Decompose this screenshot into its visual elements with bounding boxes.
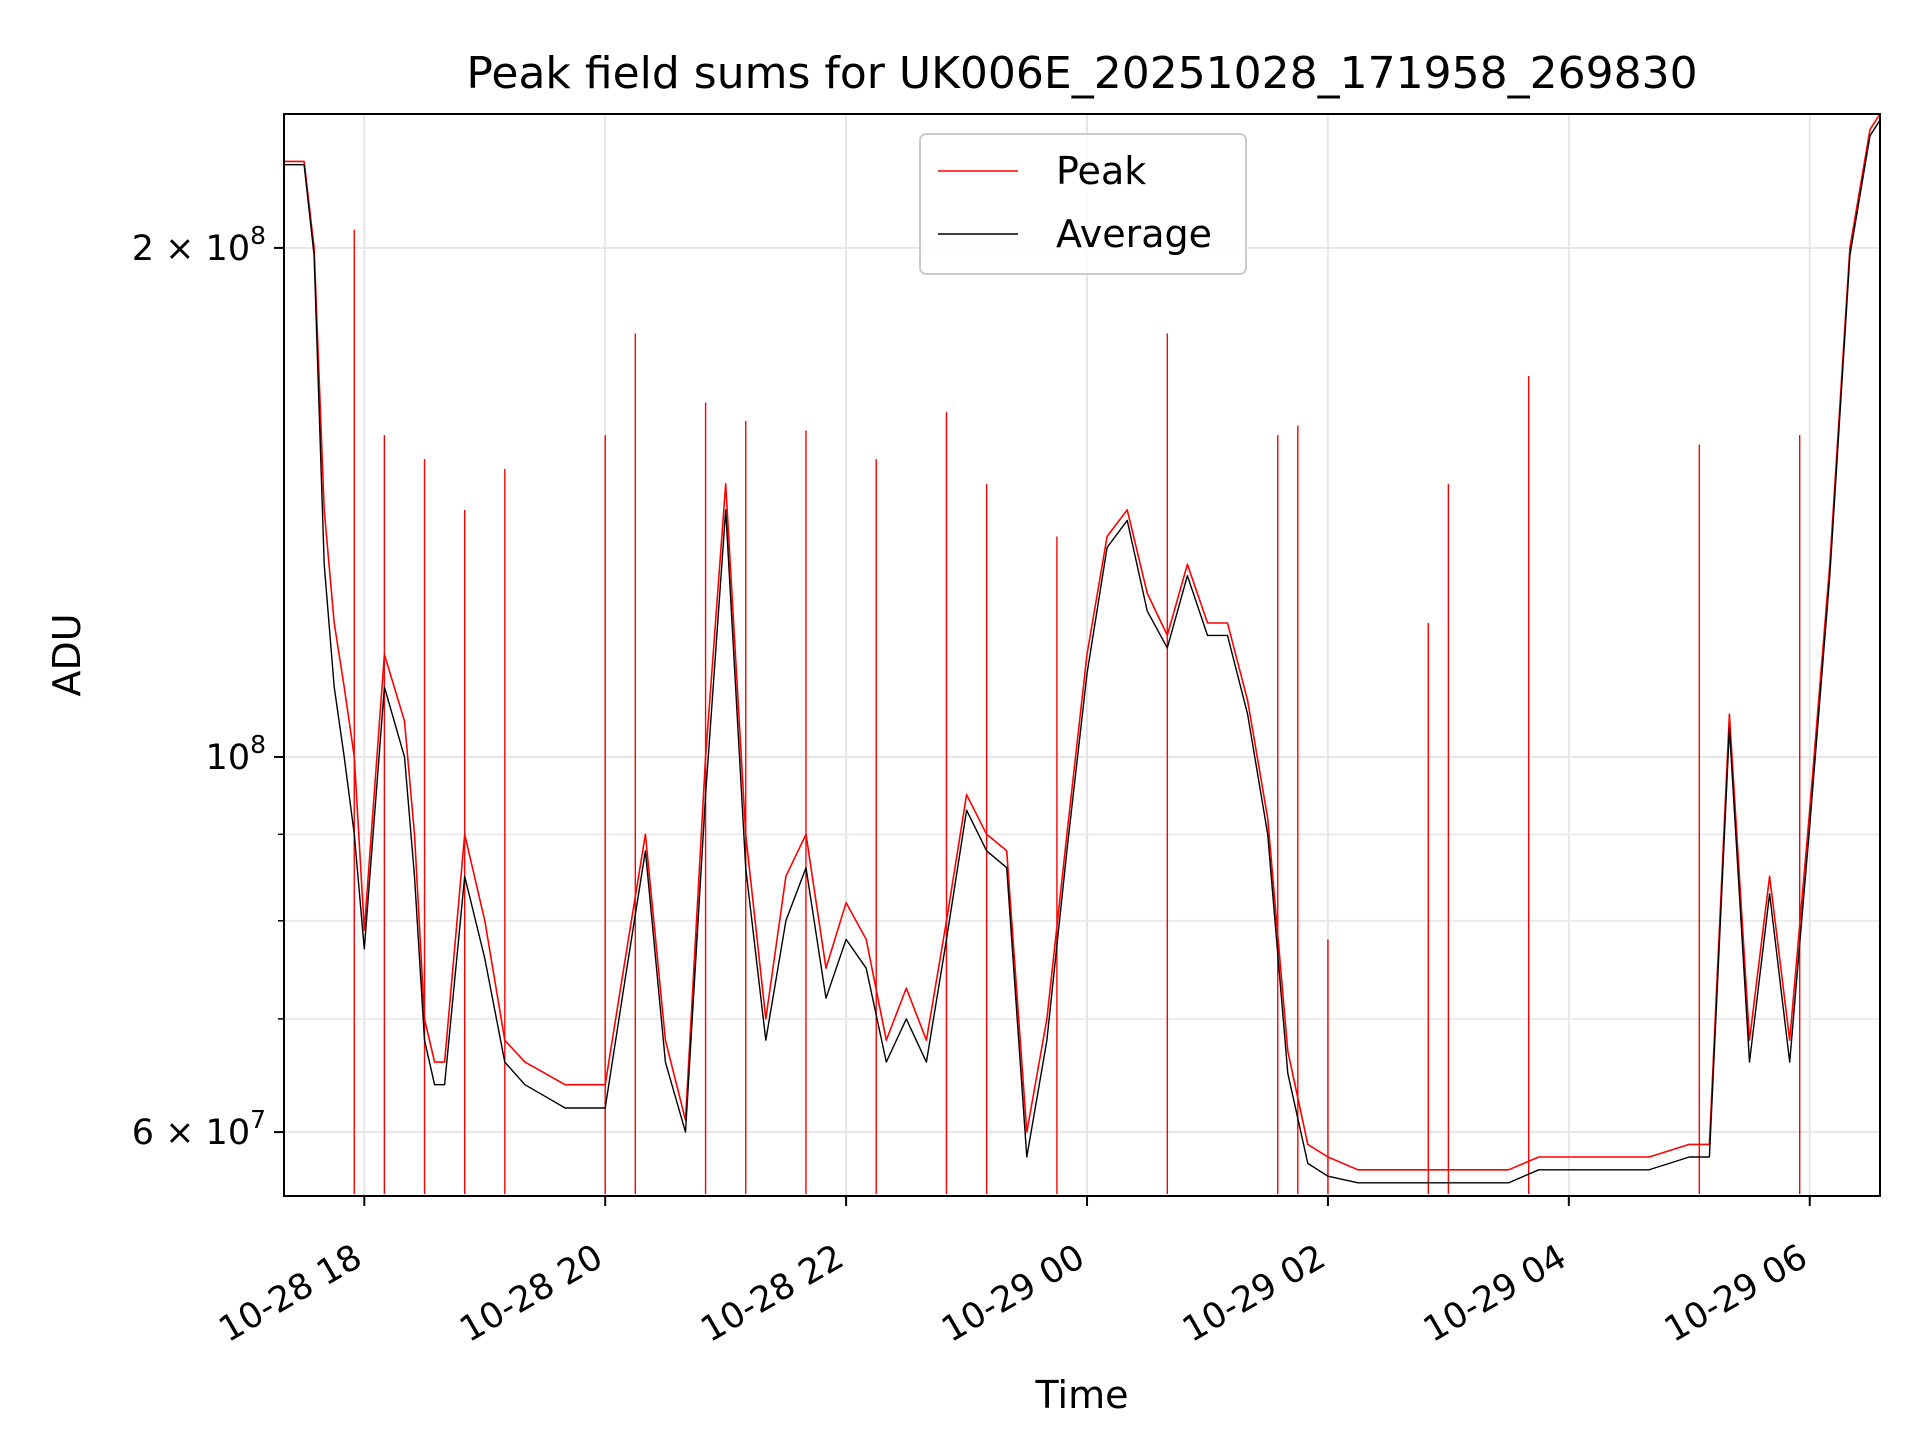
y-tick-base-0: 6 × 10 <box>132 1113 250 1153</box>
legend-box <box>919 133 1247 275</box>
x-tick-label-5: 10-29 04 <box>1417 1237 1573 1350</box>
y-tick-exponent-2: 8 <box>250 221 266 250</box>
y-tick-label-0: 6 × 107 <box>132 1105 266 1153</box>
chart-title: Peak field sums for UK006E_20251028_1719… <box>466 48 1697 99</box>
y-tick-exponent-1: 8 <box>250 730 266 759</box>
x-axis: 10-28 18 10-28 20 10-28 22 10-29 00 10-29 02… <box>213 1196 1814 1350</box>
x-tick-label-4: 10-29 02 <box>1176 1237 1332 1350</box>
x-tick-label-0: 10-28 18 <box>213 1237 369 1350</box>
y-axis-label: ADU <box>45 613 89 696</box>
grid <box>284 114 1880 1196</box>
legend: Peak Average <box>919 133 1247 275</box>
y-tick-label-1: 108 <box>206 730 266 778</box>
x-tick-label-1: 10-28 20 <box>453 1237 609 1350</box>
y-tick-exponent-0: 7 <box>250 1105 266 1134</box>
series-line-peak <box>284 113 1881 1171</box>
y-tick-base-1: 10 <box>206 738 251 778</box>
legend-peak-label: Peak <box>1056 149 1146 193</box>
y-tick-base-2: 2 × 10 <box>132 229 250 269</box>
series-line-average <box>284 119 1881 1184</box>
x-tick-label-2: 10-28 22 <box>694 1237 850 1350</box>
y-tick-label-2: 2 × 108 <box>132 221 266 269</box>
plot-frame <box>283 113 1881 1197</box>
x-tick-label-6: 10-29 06 <box>1658 1237 1814 1350</box>
series-layer <box>284 113 1881 1194</box>
x-axis-label: Time <box>1035 1373 1129 1417</box>
legend-average-label: Average <box>1056 212 1212 256</box>
x-tick-label-3: 10-29 00 <box>935 1237 1091 1350</box>
